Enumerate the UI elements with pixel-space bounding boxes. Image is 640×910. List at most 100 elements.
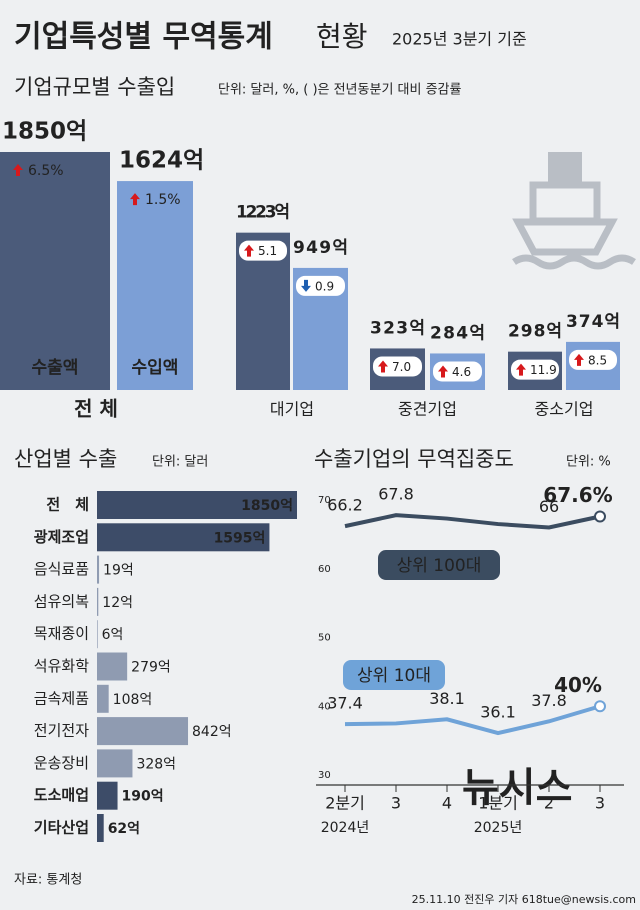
change-pill — [373, 356, 422, 377]
bar — [97, 717, 189, 746]
bar — [97, 491, 297, 519]
value-label: 37.4 — [327, 694, 363, 713]
category-label: 전 체 — [74, 397, 118, 421]
value-label: 1624억 — [119, 148, 204, 174]
y-tick-label: 40 — [318, 701, 331, 712]
change-pill — [296, 275, 345, 296]
bar — [97, 684, 109, 713]
value-label: 279억 — [131, 660, 171, 676]
ship-icon — [512, 152, 636, 270]
chart-title: 산업별 수출 — [14, 447, 117, 471]
change-label: 8.5 — [588, 353, 607, 367]
bar — [97, 749, 133, 778]
change-arrow — [574, 353, 584, 366]
category-label: 도소매업 — [34, 786, 89, 804]
value-label: 36.1 — [480, 703, 516, 722]
bar — [0, 152, 110, 390]
legend-label: 수출액 — [32, 358, 79, 378]
title-note: 2025년 3분기 기준 — [392, 30, 527, 49]
value-label: 66 — [539, 497, 559, 516]
category-label: 음식료품 — [34, 560, 89, 578]
credit: 25.11.10 전진우 기자 618tue@newsis.com — [412, 893, 636, 906]
value-label: 323억 — [370, 318, 425, 338]
category-label: 목재종이 — [34, 625, 89, 643]
value-label: 6억 — [102, 627, 124, 643]
series-pill — [378, 550, 500, 580]
series-pill — [343, 660, 445, 690]
value-label: 12억 — [102, 595, 133, 611]
x-tick-label: 1분기 — [478, 794, 518, 813]
value-label: 19억 — [103, 563, 134, 579]
value-label: 37.8 — [531, 691, 567, 710]
category-label: 운송장비 — [34, 754, 89, 772]
value-label: 374억 — [566, 312, 620, 332]
bar — [97, 555, 100, 584]
chart-title: 기업규모별 수출입 — [14, 75, 175, 99]
bar — [97, 814, 104, 842]
value-label: 842억 — [192, 724, 232, 740]
value-label: 62억 — [108, 821, 140, 837]
change-label: 6.5% — [28, 163, 64, 179]
bar — [97, 781, 118, 810]
bar — [97, 587, 99, 616]
value-label: 284억 — [430, 323, 485, 343]
value-label: 1595억 — [214, 530, 266, 546]
value-label: 66.2 — [327, 496, 363, 515]
value-label: 67.8 — [378, 485, 414, 504]
change-arrow — [130, 193, 140, 206]
legend-label: 상위 10대 — [357, 666, 431, 686]
change-label: 11.9 — [530, 363, 557, 377]
legend-label: 상위 100대 — [397, 556, 482, 576]
legend-label: 수입액 — [132, 358, 179, 378]
change-pill — [433, 361, 482, 382]
x-tick-label: 3 — [595, 794, 605, 813]
y-tick-label: 60 — [318, 564, 331, 575]
value-label: 949억 — [293, 238, 348, 258]
change-arrow — [13, 164, 23, 176]
change-label: 4.6 — [452, 365, 471, 379]
y-tick-label: 50 — [318, 633, 331, 644]
chart-subtitle: 단위: 달러 — [152, 455, 208, 470]
title: 기업특성별 무역통계 — [14, 20, 273, 55]
value-label: 1223억 — [236, 203, 290, 223]
change-arrow — [301, 279, 311, 292]
value-label: 108억 — [113, 692, 153, 708]
value-label: 298억 — [508, 322, 562, 342]
x-tick-label: 3 — [391, 794, 401, 813]
category-label: 전 체 — [46, 496, 89, 514]
line — [344, 513, 601, 530]
change-label: 0.9 — [315, 279, 334, 293]
category-label: 기타산업 — [34, 819, 89, 837]
year-label: 2025년 — [474, 820, 523, 836]
x-tick-label: 2분기 — [325, 794, 365, 813]
value-label: 38.1 — [429, 689, 465, 708]
change-label: 7.0 — [392, 360, 411, 374]
line — [344, 704, 601, 736]
value-label: 190억 — [122, 789, 164, 805]
category-label: 전기전자 — [34, 722, 89, 740]
y-tick-label: 70 — [318, 495, 331, 506]
category-label: 석유화학 — [34, 657, 89, 675]
year-label: 2024년 — [321, 820, 370, 836]
chart-title: 수출기업의 무역집중도 — [314, 447, 514, 471]
watermark: 뉴시스 — [462, 765, 572, 811]
bar — [97, 652, 128, 681]
category-label: 섬유의복 — [34, 592, 89, 610]
value-label: 40% — [554, 673, 602, 697]
end-marker — [594, 700, 606, 713]
x-tick-label: 2 — [544, 794, 554, 813]
end-marker — [594, 510, 606, 523]
chart-subtitle: 단위: % — [566, 455, 611, 470]
value-label: 328억 — [136, 756, 176, 772]
change-label: 1.5% — [145, 192, 181, 208]
source: 자료: 통계청 — [14, 873, 82, 888]
bar — [97, 620, 98, 649]
title-suffix: 현황 — [316, 20, 368, 53]
bar — [97, 523, 270, 552]
value-label: 1850억 — [2, 119, 87, 145]
category-label: 중소기업 — [535, 400, 594, 419]
change-arrow — [438, 365, 448, 378]
change-arrow — [516, 363, 526, 376]
value-label: 1850억 — [241, 498, 293, 514]
